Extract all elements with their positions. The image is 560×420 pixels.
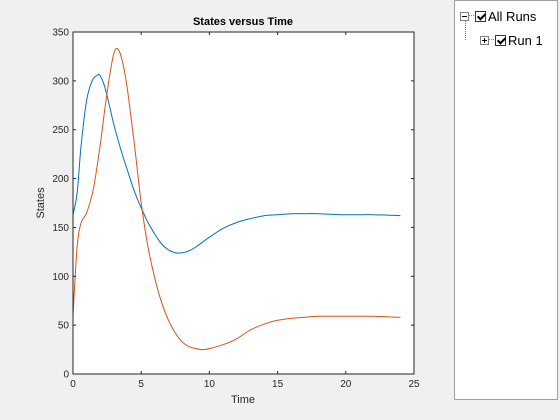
tree-connector [465, 21, 466, 40]
x-tick-label: 15 [272, 379, 284, 390]
y-tick-label: 200 [52, 174, 69, 185]
x-tick-label: 5 [138, 379, 144, 390]
x-axis-label: Time [231, 394, 255, 406]
x-tick-label: 25 [408, 379, 420, 390]
tree-connector-dots [489, 39, 494, 41]
y-tick-label: 300 [52, 76, 69, 87]
series-line-2 [72, 47, 401, 351]
series-line-1 [72, 73, 401, 254]
x-tick-label: 0 [70, 379, 76, 390]
x-tick-label: 20 [340, 379, 352, 390]
y-tick-label: 350 [52, 28, 69, 39]
y-tick-label: 150 [52, 223, 69, 234]
run-1-checkbox[interactable] [495, 34, 506, 46]
y-tick-label: 0 [63, 370, 69, 381]
plot-area: 0 5 10 15 20 25 0 50 100 150 200 250 300 350 States v… [35, 16, 420, 406]
collapse-icon[interactable] [460, 11, 469, 21]
y-tick-label: 50 [58, 321, 70, 332]
axes-frame [72, 31, 415, 375]
tree-item-label: All Runs [488, 8, 537, 24]
y-tick-label: 100 [52, 272, 69, 283]
tree-item-all-runs[interactable]: All Runs [460, 7, 536, 25]
chart-title: States versus Time [193, 16, 293, 28]
tree-item-run-1[interactable]: Run 1 [480, 31, 543, 49]
expand-icon[interactable] [480, 35, 489, 45]
axes-background [73, 32, 414, 374]
tree-connector-dots [469, 15, 474, 17]
all-runs-checkbox[interactable] [475, 10, 486, 22]
y-axis-label: States [35, 187, 47, 219]
x-tick-label: 10 [204, 379, 216, 390]
series-layer [72, 47, 401, 351]
tree-item-label: Run 1 [508, 32, 543, 48]
run-tree-panel[interactable]: All Runs Run 1 [454, 0, 558, 400]
y-tick-label: 250 [52, 125, 69, 136]
